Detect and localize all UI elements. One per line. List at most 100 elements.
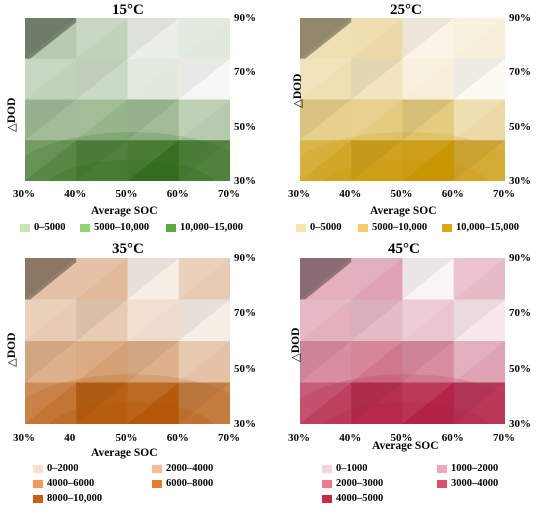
y-tick-label: 30% (234, 418, 256, 430)
x-tick-label: 70% (493, 432, 515, 444)
heatmap-cell (76, 99, 128, 141)
legend-label: 10,000–15,000 (456, 222, 519, 233)
heatmap-facet (351, 18, 403, 59)
x-tick-label: 50% (390, 432, 413, 444)
legend-swatch (322, 465, 332, 473)
heatmap-facet (453, 382, 505, 424)
heatmap-facet (76, 18, 128, 59)
legend-label: 10,000–15,000 (180, 222, 243, 233)
heatmap-cell (178, 382, 230, 424)
legend-swatch (166, 224, 176, 232)
heatmap-facet (25, 58, 77, 100)
heatmap-facet (76, 299, 128, 341)
contour-band (300, 132, 505, 181)
x-axis-label: Average SOC (372, 440, 439, 452)
x-tick-label: 40% (64, 188, 87, 200)
heatmap-facet (127, 341, 179, 383)
y-axis-label: △DOD (6, 332, 18, 367)
heatmap-cell (127, 140, 180, 181)
heatmap-plot-area (25, 258, 230, 424)
heatmap-cell (453, 299, 505, 342)
legend-item: 0–2000 (33, 463, 79, 475)
heatmap-cell (178, 258, 230, 300)
chart-title: 35°C (112, 241, 144, 257)
legend-swatch (33, 480, 43, 488)
heatmap-cell (25, 382, 77, 424)
heatmap-cell (351, 341, 403, 383)
x-tick-label: 50% (115, 432, 138, 444)
legend-label: 1000–2000 (451, 463, 499, 474)
x-axis-label: Average SOC (370, 205, 437, 217)
heatmap-facet (178, 299, 230, 341)
heatmap-facet (453, 58, 505, 100)
heatmap-facet (76, 341, 128, 383)
heatmap-cell (178, 99, 230, 141)
heatmap-svg (25, 18, 230, 181)
x-tick-label: 60% (166, 188, 189, 200)
x-tick-label: 40% (339, 188, 362, 200)
x-tick-label: 70% (493, 188, 515, 200)
heatmap-facet (25, 341, 77, 383)
heatmap-cell (178, 341, 230, 383)
heatmap-cell (351, 58, 403, 100)
heatmap-facet (178, 258, 230, 300)
chart-title: 45°C (388, 241, 420, 257)
heatmap-facet (76, 140, 128, 181)
heatmap-facet (178, 99, 230, 141)
heatmap-cell (300, 382, 352, 424)
heatmap-facet (127, 299, 179, 341)
x-tick-label: 50% (115, 188, 138, 200)
heatmap-cell (402, 341, 455, 383)
legend-item: 0–5000 (20, 222, 66, 234)
heatmap-cell (300, 18, 352, 60)
heatmap-facet (25, 299, 77, 341)
heatmap-facet (127, 382, 179, 424)
heatmap-cell (127, 58, 180, 100)
heatmap-facet (300, 299, 352, 341)
heatmap-cell (402, 140, 455, 181)
y-tick-label: 70% (509, 307, 531, 320)
contour-band (323, 159, 490, 181)
legend-label: 4000–6000 (47, 478, 95, 489)
legend-label: 2000–4000 (166, 463, 214, 474)
heatmap-facet (127, 18, 179, 59)
heatmap-svg (300, 258, 505, 424)
y-tick-label: 70% (234, 307, 256, 320)
heatmap-facet (453, 341, 505, 383)
heatmap-facet (76, 382, 128, 424)
heatmap-facet (453, 299, 505, 341)
heatmap-cell (300, 99, 352, 141)
heatmap-cell (76, 258, 128, 300)
x-tick-label: 50% (390, 188, 413, 200)
heatmap-cell (453, 140, 505, 181)
heatmap-cell (178, 58, 230, 100)
legend-label: 5000–10,000 (94, 222, 150, 233)
y-tick-label: 90% (509, 12, 531, 24)
heatmap-cell (453, 58, 505, 100)
heatmap-facet (76, 258, 128, 300)
legend-label: 5000–10,000 (372, 222, 428, 233)
heatmap-cell (25, 341, 77, 383)
heatmap-facet (453, 18, 505, 59)
heatmap-facet (127, 140, 179, 181)
x-tick-label: 40% (339, 432, 362, 444)
heatmap-cell (351, 99, 403, 141)
heatmap-facet (402, 258, 454, 300)
y-tick-label: 90% (234, 12, 256, 24)
heatmap-facet (76, 99, 128, 141)
legend-item: 10,000–15,000 (442, 222, 519, 234)
legend-swatch (322, 480, 332, 488)
legend-item: 1000–2000 (437, 463, 498, 475)
y-axis-label: △DOD (292, 73, 304, 108)
heatmap-facet (25, 258, 77, 300)
heatmap-cell (178, 140, 230, 181)
y-tick-label: 50% (234, 362, 256, 375)
y-tick-label: 50% (509, 362, 531, 375)
heatmap-facet (300, 18, 352, 59)
legend-label: 0–5000 (34, 222, 66, 233)
heatmap-cell (127, 382, 180, 424)
heatmap-cell (453, 18, 505, 60)
legend-item: 10,000–15,000 (166, 222, 243, 234)
legend-label: 0–5000 (310, 222, 342, 233)
heatmap-facet (178, 382, 230, 424)
